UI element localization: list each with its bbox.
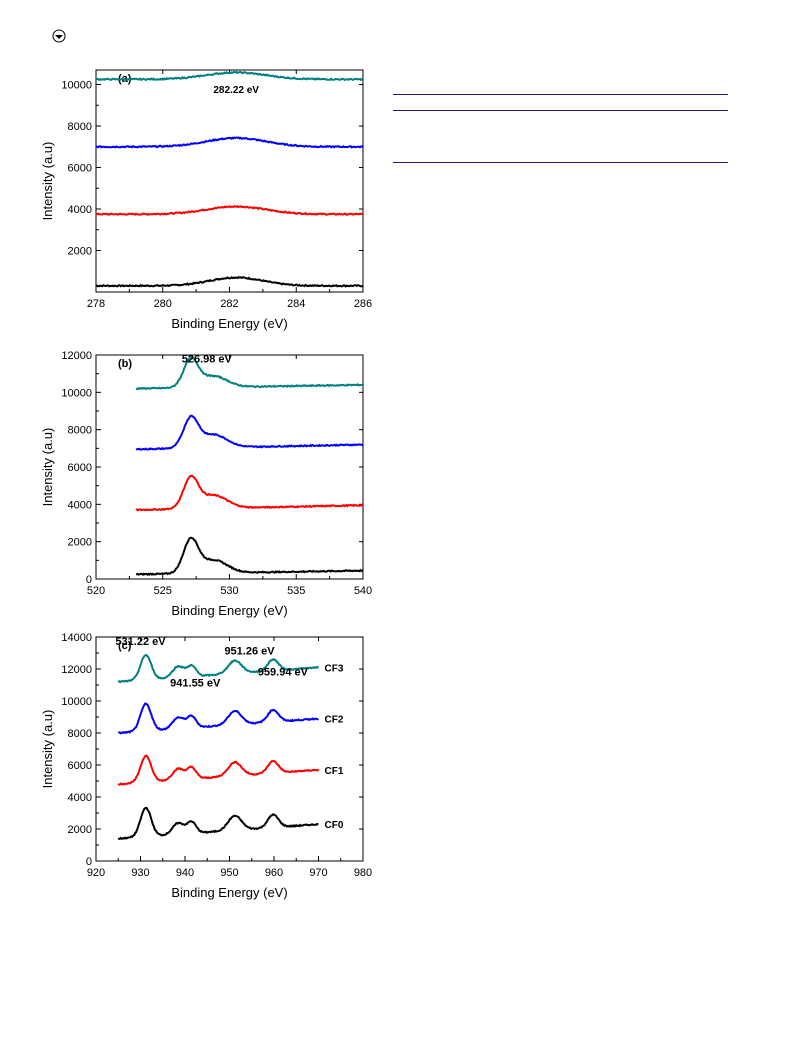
series-line-2: [135, 474, 364, 512]
x-tick-label: 950: [220, 867, 238, 879]
plot-frame: [95, 69, 364, 293]
peak-annotation: 951.26 eV: [224, 646, 275, 658]
y-tick-label: 6000: [68, 462, 92, 474]
y-tick-label: 4000: [68, 499, 92, 511]
y-tick-label: 8000: [68, 121, 92, 133]
y-axis-label: Intensity (a.u): [40, 142, 55, 221]
y-tick-label: 12000: [61, 350, 92, 362]
peak-annotation: 531.22 eV: [115, 636, 166, 648]
chart-panel-2: 520 525 530 535 540 0 2000 4000 6000 8000 10000 120…: [40, 350, 372, 618]
plot-frame: [95, 636, 364, 862]
y-tick-label: 2000: [68, 824, 92, 836]
panel-label: (c): [118, 640, 132, 652]
series-label: CF1: [325, 766, 344, 777]
y-tick-label: 6000: [68, 163, 92, 175]
series-line-2: [117, 754, 320, 786]
series-line-4: [135, 356, 364, 391]
x-tick-label: 284: [287, 298, 305, 310]
x-tick-label: 278: [87, 298, 105, 310]
y-tick-label: 10000: [61, 387, 92, 399]
table-rule-bottom: [393, 162, 728, 163]
y-tick-label: 8000: [68, 425, 92, 437]
y-tick-label: 8000: [68, 728, 92, 740]
x-tick-label: 940: [176, 867, 194, 879]
y-tick-label: 6000: [68, 760, 92, 772]
y-tick-label: 2000: [68, 246, 92, 258]
series-line-3: [135, 414, 364, 451]
x-tick-label: 980: [354, 867, 372, 879]
series-label: CF0: [325, 820, 344, 831]
chart-panel-3: 920 930 940 950 960 970 980 0 2000 4000 6000 8000 10…: [40, 632, 372, 900]
y-tick-label: 0: [86, 574, 92, 586]
y-axis-label: Intensity (a.u): [40, 428, 55, 507]
x-tick-label: 530: [220, 585, 238, 597]
x-axis-label: Binding Energy (eV): [171, 603, 287, 618]
y-axis-label: Intensity (a.u): [40, 710, 55, 789]
x-tick-label: 282: [220, 298, 238, 310]
series-line-4: [95, 70, 364, 82]
x-tick-label: 280: [154, 298, 172, 310]
circled-arrow-icon: [52, 29, 66, 43]
y-tick-label: 10000: [61, 80, 92, 92]
series-line-4: [117, 654, 320, 684]
series-line-1: [135, 536, 364, 577]
series-line-3: [95, 136, 364, 149]
x-tick-label: 535: [287, 585, 305, 597]
x-tick-label: 525: [154, 585, 172, 597]
x-tick-label: 960: [265, 867, 283, 879]
y-tick-label: 4000: [68, 204, 92, 216]
y-tick-label: 14000: [61, 632, 92, 644]
x-tick-label: 930: [131, 867, 149, 879]
peak-annotation: 959.94 eV: [258, 666, 309, 678]
peak-annotation: 941.55 eV: [170, 678, 221, 690]
series-line-1: [117, 806, 319, 841]
plot-frame: [95, 354, 364, 580]
y-tick-label: 0: [86, 856, 92, 868]
x-tick-label: 920: [87, 867, 105, 879]
table-rule-top: [393, 94, 728, 95]
series-line-3: [117, 702, 319, 735]
peak-annotation: 282.22 eV: [213, 85, 259, 96]
x-tick-label: 520: [87, 585, 105, 597]
y-tick-label: 2000: [68, 537, 92, 549]
peak-annotation: 526.98 eV: [182, 353, 233, 365]
panel-label: (b): [118, 358, 132, 370]
x-axis-label: Binding Energy (eV): [171, 316, 287, 331]
series-line-1: [95, 276, 364, 288]
table-rule-middle: [393, 110, 728, 111]
y-tick-label: 10000: [61, 696, 92, 708]
y-tick-label: 12000: [61, 664, 92, 676]
series-line-2: [95, 204, 364, 216]
x-tick-label: 970: [309, 867, 327, 879]
series-label: CF2: [325, 715, 344, 726]
x-axis-label: Binding Energy (eV): [171, 885, 287, 900]
chart-panel-1: 278 280 282 284 286 2000 4000 6000 8000 10000 Bind…: [40, 69, 372, 331]
x-tick-label: 286: [354, 298, 372, 310]
x-tick-label: 540: [354, 585, 372, 597]
series-label: CF3: [325, 663, 344, 674]
y-tick-label: 4000: [68, 792, 92, 804]
